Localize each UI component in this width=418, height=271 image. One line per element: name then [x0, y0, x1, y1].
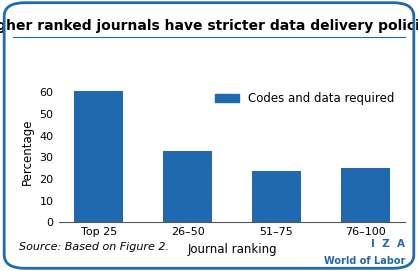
- Text: Source: Based on Figure 2.: Source: Based on Figure 2.: [19, 242, 169, 252]
- Bar: [252, 171, 301, 222]
- Text: World of Labor: World of Labor: [324, 256, 405, 266]
- Text: Higher ranked journals have stricter data delivery policies: Higher ranked journals have stricter dat…: [0, 19, 418, 33]
- Y-axis label: Percentage: Percentage: [21, 118, 34, 185]
- Bar: [341, 168, 390, 222]
- X-axis label: Journal ranking: Journal ranking: [187, 243, 277, 256]
- Bar: [163, 151, 212, 222]
- Legend: Codes and data required: Codes and data required: [211, 87, 400, 110]
- Bar: [74, 91, 123, 222]
- Text: I  Z  A: I Z A: [372, 239, 405, 249]
